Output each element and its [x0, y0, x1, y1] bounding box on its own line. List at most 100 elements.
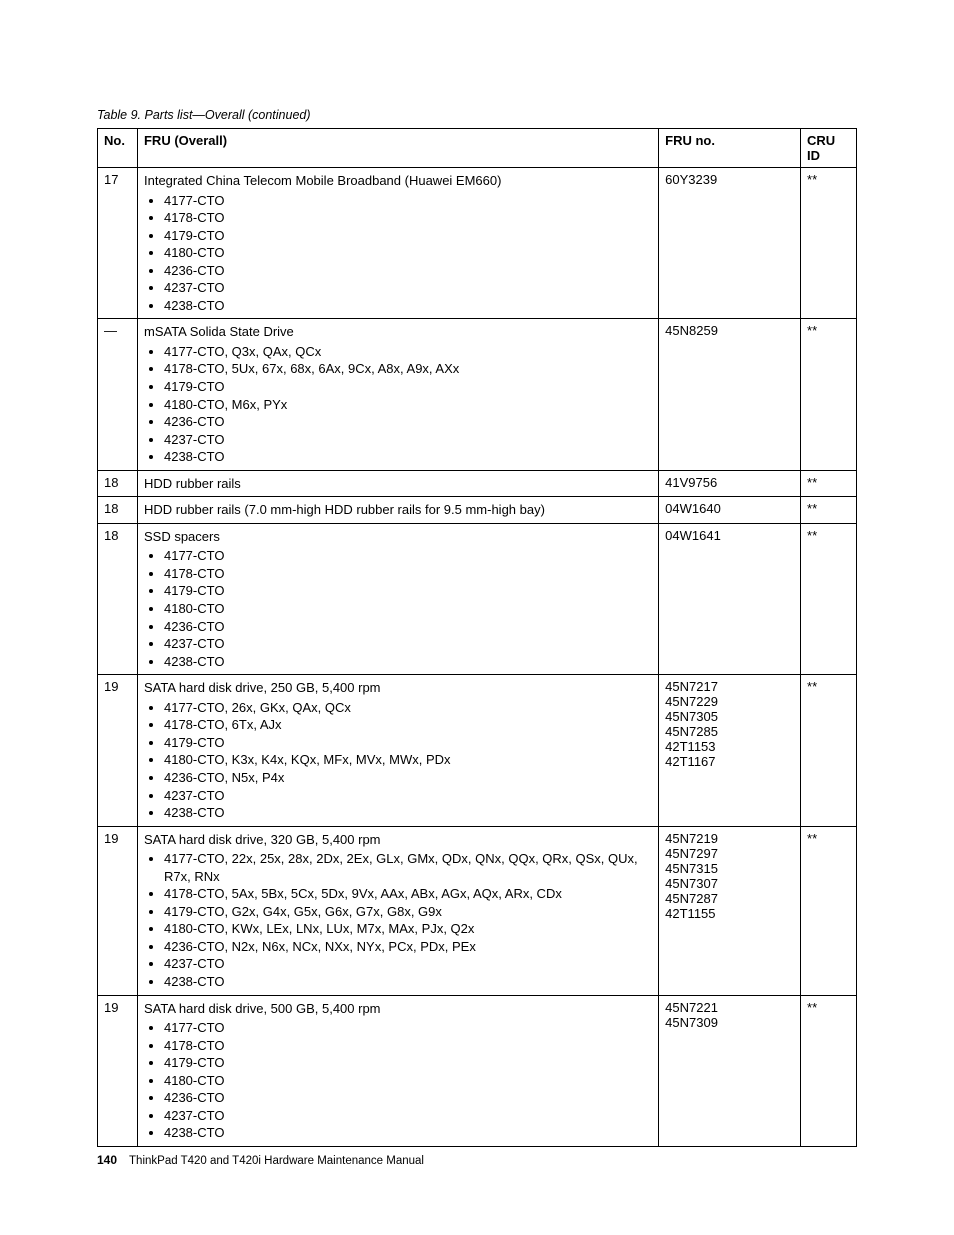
fru-item: 4238-CTO: [164, 973, 652, 991]
col-fru-overall: FRU (Overall): [137, 129, 658, 168]
fru-no-value: 41V9756: [665, 475, 794, 490]
fru-item: 4180-CTO, KWx, LEx, LNx, LUx, M7x, MAx, …: [164, 920, 652, 938]
fru-lead-text: SSD spacers: [144, 528, 652, 546]
fru-no-value: 45N7287: [665, 891, 794, 906]
fru-item: 4180-CTO: [164, 1072, 652, 1090]
fru-lead-text: mSATA Solida State Drive: [144, 323, 652, 341]
fru-no-value: 45N7307: [665, 876, 794, 891]
fru-no-value: 42T1155: [665, 906, 794, 921]
fru-lead-text: HDD rubber rails: [144, 475, 652, 493]
cell-cru-id: **: [801, 995, 857, 1146]
fru-item: 4177-CTO, Q3x, QAx, QCx: [164, 343, 652, 361]
fru-lead-text: SATA hard disk drive, 250 GB, 5,400 rpm: [144, 679, 652, 697]
col-cru-id: CRU ID: [801, 129, 857, 168]
cell-fru-overall: HDD rubber rails (7.0 mm-high HDD rubber…: [137, 497, 658, 524]
table-header-row: No. FRU (Overall) FRU no. CRU ID: [98, 129, 857, 168]
cell-fru-no: 45N722145N7309: [659, 995, 801, 1146]
cell-fru-no: 60Y3239: [659, 168, 801, 319]
fru-item: 4237-CTO: [164, 955, 652, 973]
fru-item: 4236-CTO: [164, 262, 652, 280]
fru-item: 4238-CTO: [164, 448, 652, 466]
fru-item: 4178-CTO: [164, 209, 652, 227]
cell-fru-overall: SATA hard disk drive, 320 GB, 5,400 rpm4…: [137, 826, 658, 995]
table-row: 18 HDD rubber rails 41V9756 **: [98, 470, 857, 497]
fru-no-value: 42T1167: [665, 754, 794, 769]
fru-item: 4236-CTO: [164, 1089, 652, 1107]
table-row: — mSATA Solida State Drive 4177-CTO, Q3x, …: [98, 319, 857, 470]
page-footer: 140 ThinkPad T420 and T420i Hardware Main…: [97, 1153, 424, 1167]
fru-item: 4180-CTO, K3x, K4x, KQx, MFx, MVx, MWx, …: [164, 751, 652, 769]
fru-item-list: 4177-CTO4178-CTO4179-CTO4180-CTO4236-CTO…: [146, 192, 652, 315]
fru-item: 4178-CTO, 5Ux, 67x, 68x, 6Ax, 9Cx, A8x, …: [164, 360, 652, 378]
cell-fru-no: 04W1641: [659, 523, 801, 674]
table-row: 19 SATA hard disk drive, 250 GB, 5,400 rp…: [98, 675, 857, 826]
cell-no: 17: [98, 168, 138, 319]
fru-item: 4236-CTO, N2x, N6x, NCx, NXx, NYx, PCx, …: [164, 938, 652, 956]
fru-no-value: 45N7219: [665, 831, 794, 846]
fru-item-list: 4177-CTO, 22x, 25x, 28x, 2Dx, 2Ex, GLx, …: [146, 850, 652, 990]
fru-no-value: 45N7285: [665, 724, 794, 739]
fru-item: 4178-CTO: [164, 1037, 652, 1055]
col-no: No.: [98, 129, 138, 168]
fru-item: 4237-CTO: [164, 279, 652, 297]
cell-no: 18: [98, 470, 138, 497]
cell-no: 18: [98, 523, 138, 674]
fru-item: 4238-CTO: [164, 297, 652, 315]
fru-item: 4238-CTO: [164, 653, 652, 671]
fru-item: 4237-CTO: [164, 787, 652, 805]
fru-item: 4179-CTO, G2x, G4x, G5x, G6x, G7x, G8x, …: [164, 903, 652, 921]
cell-fru-no: 41V9756: [659, 470, 801, 497]
cell-cru-id: **: [801, 675, 857, 826]
fru-item: 4179-CTO: [164, 227, 652, 245]
fru-item: 4237-CTO: [164, 635, 652, 653]
cell-fru-overall: Integrated China Telecom Mobile Broadban…: [137, 168, 658, 319]
cell-cru-id: **: [801, 470, 857, 497]
fru-no-value: 45N7229: [665, 694, 794, 709]
fru-item-list: 4177-CTO, Q3x, QAx, QCx4178-CTO, 5Ux, 67…: [146, 343, 652, 466]
fru-item: 4179-CTO: [164, 378, 652, 396]
cell-cru-id: **: [801, 497, 857, 524]
fru-item: 4180-CTO: [164, 244, 652, 262]
fru-lead-text: SATA hard disk drive, 320 GB, 5,400 rpm: [144, 831, 652, 849]
cell-no: 19: [98, 675, 138, 826]
cell-cru-id: **: [801, 826, 857, 995]
fru-item: 4236-CTO, N5x, P4x: [164, 769, 652, 787]
table-row: 19SATA hard disk drive, 320 GB, 5,400 rp…: [98, 826, 857, 995]
fru-item: 4177-CTO: [164, 547, 652, 565]
fru-item-list: 4177-CTO, 26x, GKx, QAx, QCx4178-CTO, 6T…: [146, 699, 652, 822]
cell-cru-id: **: [801, 319, 857, 470]
table-row: 18SSD spacers4177-CTO4178-CTO4179-CTO418…: [98, 523, 857, 674]
fru-item-list: 4177-CTO4178-CTO4179-CTO4180-CTO4236-CTO…: [146, 547, 652, 670]
cell-fru-overall: mSATA Solida State Drive 4177-CTO, Q3x, Q…: [137, 319, 658, 470]
cell-cru-id: **: [801, 168, 857, 319]
fru-item: 4237-CTO: [164, 431, 652, 449]
table-row: 17Integrated China Telecom Mobile Broadb…: [98, 168, 857, 319]
cell-fru-no: 45N8259: [659, 319, 801, 470]
fru-no-value: 45N7315: [665, 861, 794, 876]
cell-no: 19: [98, 995, 138, 1146]
fru-lead-text: SATA hard disk drive, 500 GB, 5,400 rpm: [144, 1000, 652, 1018]
fru-item: 4180-CTO, M6x, PYx: [164, 396, 652, 414]
cell-cru-id: **: [801, 523, 857, 674]
page-number: 140: [97, 1153, 117, 1167]
doc-title: ThinkPad T420 and T420i Hardware Mainten…: [129, 1155, 424, 1167]
fru-item: 4238-CTO: [164, 804, 652, 822]
fru-lead-text: HDD rubber rails (7.0 mm-high HDD rubber…: [144, 501, 652, 519]
fru-no-value: 45N7309: [665, 1015, 794, 1030]
cell-no: —: [98, 319, 138, 470]
cell-fru-no: 45N721945N729745N731545N730745N728742T11…: [659, 826, 801, 995]
fru-no-value: 04W1640: [665, 501, 794, 516]
cell-fru-overall: SSD spacers4177-CTO4178-CTO4179-CTO4180-…: [137, 523, 658, 674]
fru-no-value: 45N7305: [665, 709, 794, 724]
fru-item: 4180-CTO: [164, 600, 652, 618]
fru-item: 4178-CTO, 6Tx, AJx: [164, 716, 652, 734]
table-caption: Table 9. Parts list—Overall (continued): [97, 108, 857, 122]
fru-item: 4236-CTO: [164, 413, 652, 431]
fru-no-value: 42T1153: [665, 739, 794, 754]
fru-item: 4237-CTO: [164, 1107, 652, 1125]
fru-no-value: 45N8259: [665, 323, 794, 338]
table-row: 19 SATA hard disk drive, 500 GB, 5,400 rp…: [98, 995, 857, 1146]
cell-no: 19: [98, 826, 138, 995]
cell-fru-overall: HDD rubber rails: [137, 470, 658, 497]
fru-no-value: 45N7221: [665, 1000, 794, 1015]
